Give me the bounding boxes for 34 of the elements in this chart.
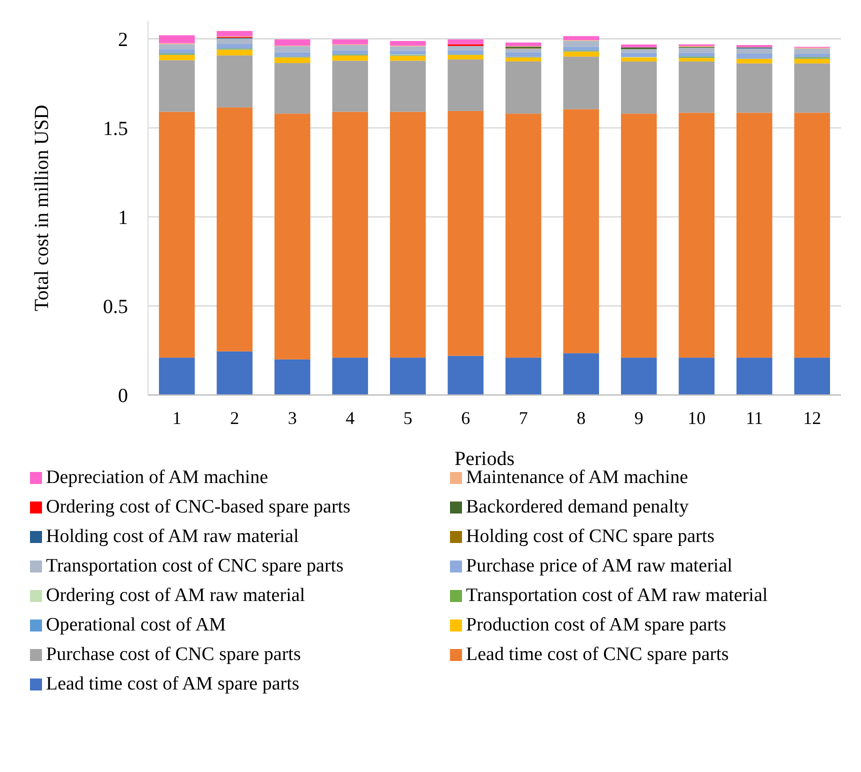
legend-label: Purchase cost of CNC spare parts	[46, 644, 301, 665]
x-tick-label: 5	[403, 408, 412, 428]
x-tick-label: 10	[688, 408, 706, 428]
legend-label: Holding cost of AM raw material	[46, 526, 299, 547]
x-tick-label: 6	[461, 408, 470, 428]
legend-label: Depreciation of AM machine	[46, 467, 268, 488]
x-tick-label: 1	[172, 408, 182, 428]
y-axis-title: Total cost in million USD	[31, 104, 53, 312]
x-tick-label: 9	[634, 408, 644, 428]
x-tick-label: 4	[346, 408, 355, 428]
x-tick-label: 11	[746, 408, 764, 428]
legend-label: Operational cost of AM	[46, 614, 226, 636]
x-tick-label: 3	[288, 408, 297, 428]
legend-label: Ordering cost of AM raw material	[46, 585, 306, 606]
y-tick-label: 2	[118, 28, 128, 51]
legend-label: Lead time cost of CNC spare parts	[466, 644, 729, 665]
y-tick-label: 0.5	[103, 296, 128, 318]
legend-label: Production cost of AM spare parts	[466, 614, 726, 636]
y-tick-label: 1.5	[103, 118, 128, 140]
x-axis-title: Periods	[454, 448, 515, 470]
legend-label: Maintenance of AM machine	[466, 467, 688, 488]
x-tick-label: 2	[230, 408, 240, 428]
legend-label: Purchase price of AM raw material	[466, 556, 732, 576]
legend-label: Lead time cost of AM spare parts	[46, 674, 300, 694]
x-tick-label: 7	[518, 408, 528, 428]
legend-label: Holding cost of CNC spare parts	[466, 526, 715, 547]
y-tick-label: 0	[118, 385, 128, 407]
legend-label: Transportation cost of CNC spare parts	[46, 556, 344, 576]
y-tick-label: 1	[118, 206, 128, 229]
legend-label: Transportation cost of AM raw material	[466, 585, 768, 606]
legend-label: Backordered demand penalty	[466, 496, 690, 518]
x-tick-label: 12	[803, 408, 822, 428]
legend-label: Ordering cost of CNC-based spare parts	[46, 496, 350, 518]
x-tick-label: 8	[576, 408, 586, 428]
